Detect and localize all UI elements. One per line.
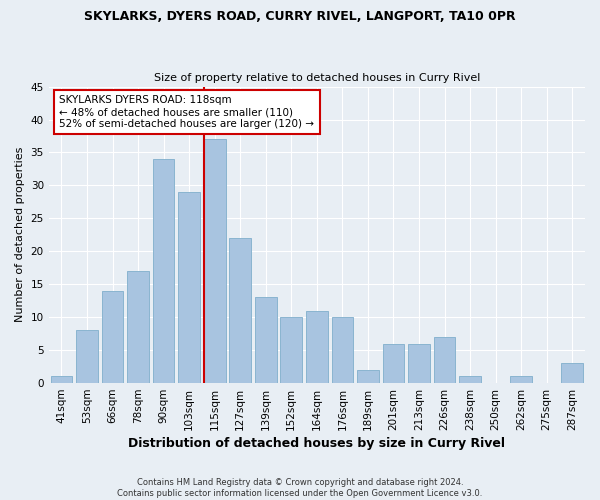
Bar [127,271,149,383]
Bar [204,140,226,383]
Bar [280,317,302,383]
Bar [153,159,175,383]
Bar [255,298,277,383]
Bar [178,192,200,383]
Bar [510,376,532,383]
Bar [76,330,98,383]
Bar [332,317,353,383]
Bar [383,344,404,383]
Y-axis label: Number of detached properties: Number of detached properties [15,147,25,322]
Text: SKYLARKS, DYERS ROAD, CURRY RIVEL, LANGPORT, TA10 0PR: SKYLARKS, DYERS ROAD, CURRY RIVEL, LANGP… [84,10,516,23]
Bar [50,376,72,383]
Bar [562,364,583,383]
Bar [101,291,124,383]
Bar [434,337,455,383]
Bar [306,310,328,383]
Bar [459,376,481,383]
Text: Contains HM Land Registry data © Crown copyright and database right 2024.
Contai: Contains HM Land Registry data © Crown c… [118,478,482,498]
Bar [408,344,430,383]
Title: Size of property relative to detached houses in Curry Rivel: Size of property relative to detached ho… [154,73,480,83]
Text: SKYLARKS DYERS ROAD: 118sqm
← 48% of detached houses are smaller (110)
52% of se: SKYLARKS DYERS ROAD: 118sqm ← 48% of det… [59,96,314,128]
Bar [357,370,379,383]
X-axis label: Distribution of detached houses by size in Curry Rivel: Distribution of detached houses by size … [128,437,505,450]
Bar [229,238,251,383]
